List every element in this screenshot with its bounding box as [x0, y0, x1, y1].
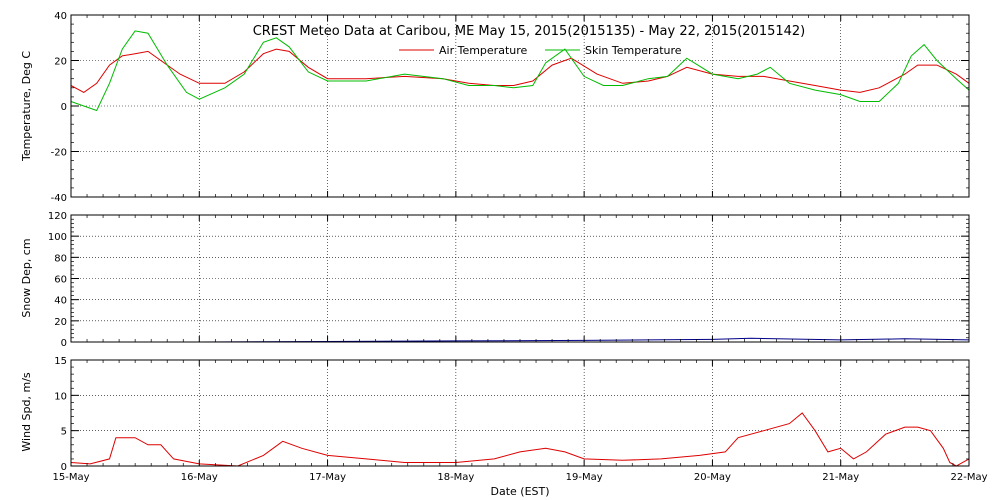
y-tick-label: 20	[54, 317, 67, 328]
y-tick-label: 0	[61, 102, 67, 113]
temperature-legend: Air Temperature Skin Temperature	[399, 44, 682, 57]
x-axis-title: Date (EST)	[490, 485, 549, 498]
x-tick-label: 16-May	[181, 472, 218, 483]
y-tick-label: 20	[54, 57, 67, 68]
snow-depth-panel: 0 20 40 60 80 100 120 Snow Dep, cm	[20, 211, 970, 349]
snow-depth-grid	[71, 215, 969, 342]
x-tick-label: 21-May	[822, 472, 859, 483]
plot-frame	[70, 214, 970, 343]
y-tick-label: 80	[54, 253, 67, 264]
series-line-skin-temperature	[70, 30, 970, 112]
series-line-wind-speed	[70, 412, 970, 467]
wind-speed-y-ticks: 0 5 10 15	[54, 356, 969, 473]
x-tick-label: 15-May	[52, 472, 89, 483]
x-tick-labels: 15-May 16-May 17-May 18-May 19-May 20-May 21-M…	[52, 472, 987, 483]
y-tick-label: 0	[61, 462, 67, 473]
plot-frame	[70, 14, 970, 198]
y-tick-label: 15	[54, 356, 67, 367]
y-tick-label: 0	[61, 338, 67, 349]
y-tick-label: 100	[48, 232, 67, 243]
wind-speed-frame	[70, 359, 970, 467]
y-tick-label: -20	[51, 148, 67, 159]
y-tick-label: 40	[54, 11, 67, 22]
temperature-y-axis-title: Temperature, Deg C	[20, 51, 33, 162]
x-tick-label: 17-May	[309, 472, 346, 483]
chart-title: CREST Meteo Data at Caribou, ME May 15, …	[253, 24, 806, 39]
snow-depth-frame	[70, 214, 970, 343]
temperature-plot-series	[70, 30, 970, 112]
wind-speed-panel: 0 5 10 15 Wind Spd, m/s	[20, 356, 970, 473]
x-tick-label: 18-May	[437, 472, 474, 483]
temperature-frame	[70, 14, 970, 198]
legend-skin-label: Skin Temperature	[585, 44, 682, 57]
x-tick-label: 22-May	[950, 472, 987, 483]
legend-air-label: Air Temperature	[439, 44, 528, 57]
wind-speed-plot-series	[70, 412, 970, 467]
series-line-air-temperature	[70, 48, 970, 93]
y-tick-label: 120	[48, 211, 67, 222]
wind-speed-y-axis-title: Wind Spd, m/s	[20, 372, 33, 452]
snow-depth-y-ticks: 0 20 40 60 80 100 120	[48, 211, 969, 349]
y-tick-label: 10	[54, 391, 67, 402]
y-tick-label: 40	[54, 296, 67, 307]
temperature-panel: -40 -20 0 20 40 Temperature, Deg C Air Tempe…	[20, 11, 970, 204]
temperature-grid	[71, 15, 969, 197]
temperature-y-ticks: -40 -20 0 20 40	[51, 11, 969, 204]
y-tick-label: 60	[54, 275, 67, 286]
y-tick-label: -40	[51, 193, 67, 204]
snow-depth-y-axis-title: Snow Dep, cm	[20, 238, 33, 317]
x-tick-label: 20-May	[694, 472, 731, 483]
y-tick-label: 5	[61, 427, 67, 438]
x-tick-label: 19-May	[566, 472, 603, 483]
